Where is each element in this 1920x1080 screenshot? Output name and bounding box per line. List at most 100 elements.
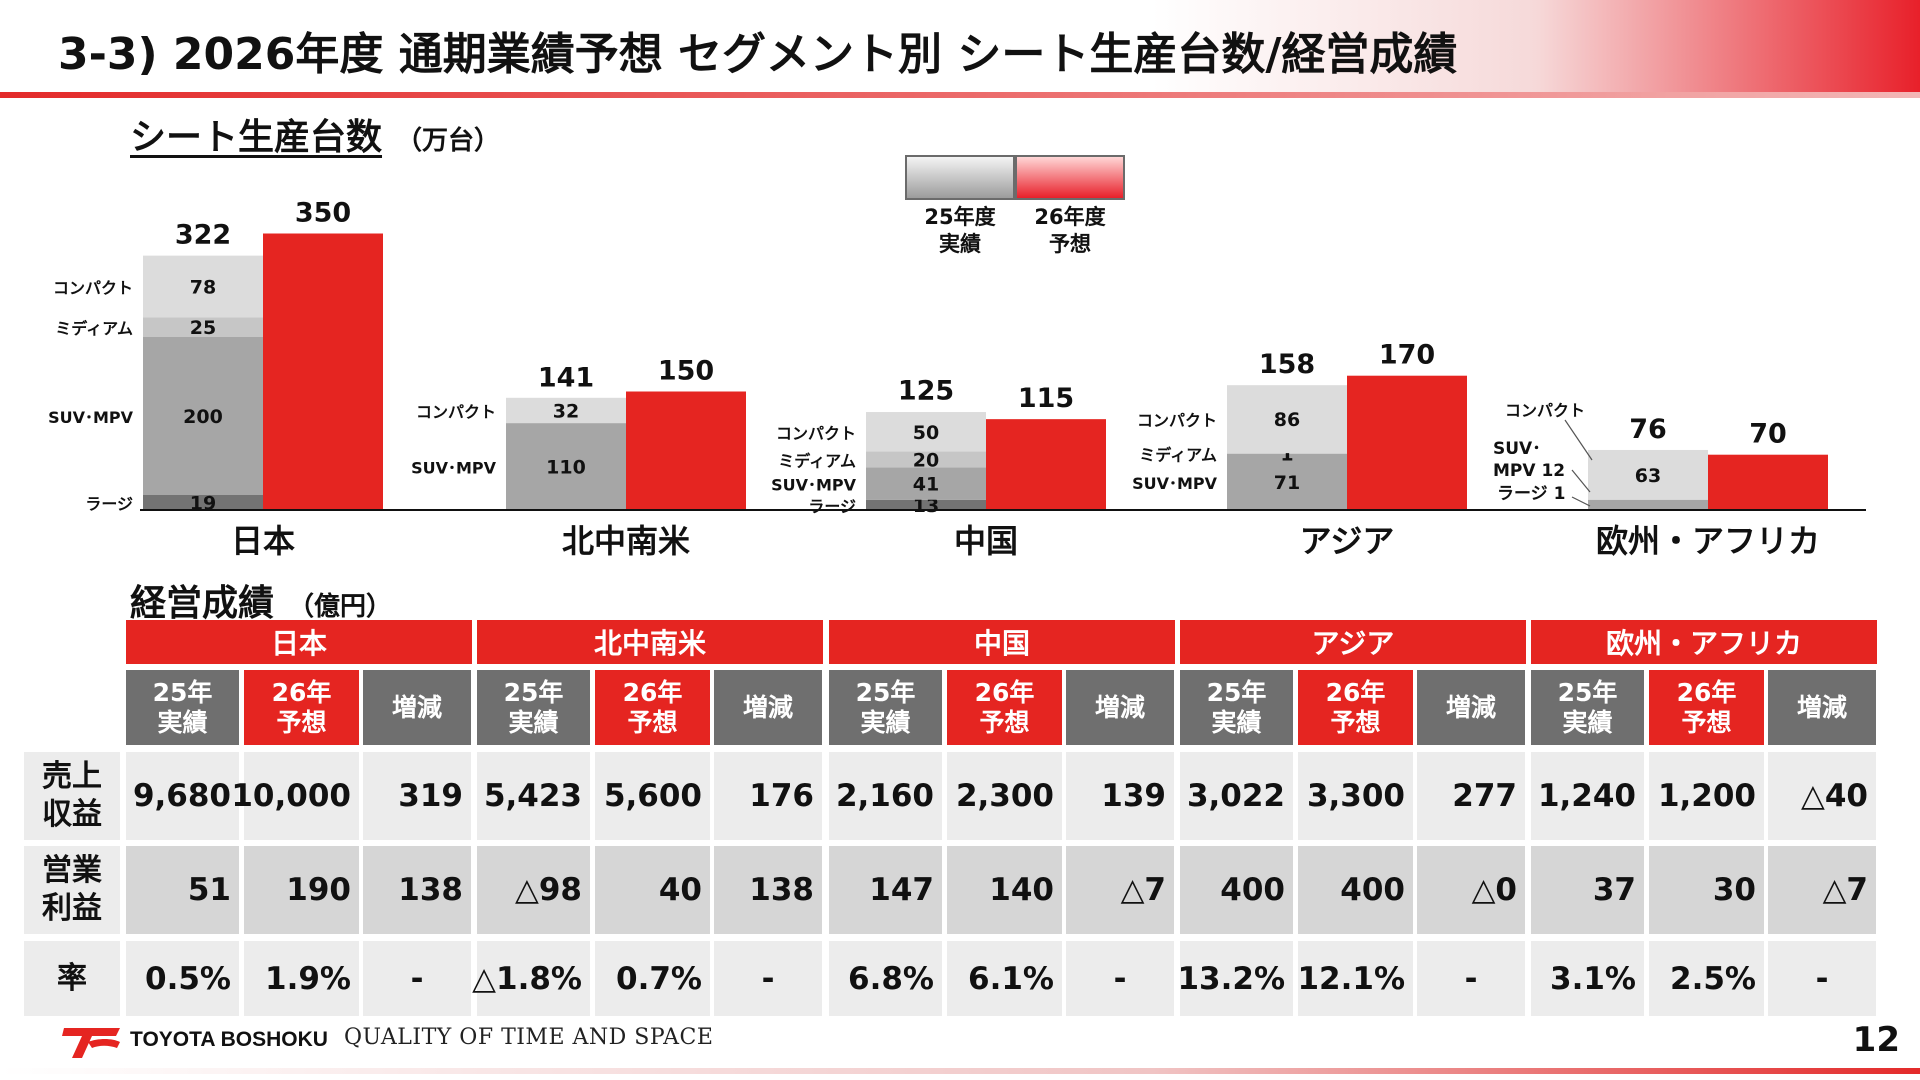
segment-name-label: SUV･ — [1493, 439, 1541, 459]
region-header: 中国 — [829, 620, 1175, 664]
table-cell: 319 — [363, 752, 471, 840]
segment-value-label: 110 — [546, 457, 586, 479]
actual-segment-r2 — [866, 467, 986, 500]
table-cell: - — [1417, 941, 1525, 1016]
actual-segment-r1 — [506, 397, 626, 424]
legend-swatch-actual — [905, 155, 1015, 200]
forecast-bar — [263, 233, 383, 510]
region-header: 欧州・アフリカ — [1531, 620, 1877, 664]
segment-name-label: ミディアム — [1139, 446, 1217, 465]
total-label-forecast: 70 — [1749, 419, 1787, 450]
region-header: 日本 — [126, 620, 472, 664]
units-section-title: シート生産台数 — [130, 117, 383, 158]
segment-value-label: 50 — [913, 422, 939, 444]
legend-label-forecast: 26年度 予想 — [1034, 205, 1106, 256]
actual-segment-r4 — [1588, 449, 1708, 500]
actual-segment-r3 — [1227, 453, 1347, 454]
segment-name-label: SUV･MPV — [48, 408, 134, 427]
brand-tagline: QUALITY OF TIME AND SPACE — [344, 1025, 714, 1050]
table-cell: 12.1% — [1297, 941, 1413, 1016]
table-cell: 277 — [1417, 752, 1525, 840]
total-label-actual: 125 — [898, 375, 954, 406]
segment-name-label: コンパクト — [776, 424, 856, 443]
region-header: アジア — [1180, 620, 1526, 664]
table-cell: △98 — [477, 846, 590, 934]
row-label: 営業 利益 — [24, 846, 120, 934]
brand-name: TOYOTA BOSHOKU — [130, 1028, 328, 1051]
segment-name-label: SUV･MPV — [1132, 474, 1218, 493]
segment-name-label: ミディアム — [55, 319, 133, 338]
table-cell: 40 — [595, 846, 710, 934]
segment-name-label: SUV･MPV — [411, 459, 497, 478]
actual-segment-r0 — [143, 255, 263, 318]
table-cell: 3,022 — [1180, 752, 1293, 840]
segment-value-label: 13 — [913, 495, 939, 517]
table-cell: 0.5% — [126, 941, 239, 1016]
table-cell: 2,160 — [829, 752, 942, 840]
table-cell: △0 — [1417, 846, 1525, 934]
legend-swatch-forecast — [1015, 155, 1125, 200]
table-cell: 3.1% — [1531, 941, 1644, 1016]
segment-value-label: 71 — [1274, 472, 1300, 494]
table-cell: 400 — [1298, 846, 1413, 934]
sub-header: 25年 実績 — [1531, 670, 1644, 745]
table-cell: △1.8% — [472, 941, 590, 1016]
table-cell: 37 — [1531, 846, 1644, 934]
total-label-forecast: 150 — [658, 356, 714, 387]
total-label-actual: 322 — [175, 220, 231, 251]
category-label: 欧州・アフリカ — [1596, 522, 1820, 560]
table-cell: 5,423 — [477, 752, 590, 840]
forecast-bar — [626, 391, 746, 510]
category-label: 日本 — [231, 522, 295, 560]
sub-header: 25年 実績 — [126, 670, 239, 745]
table-cell: 13.2% — [1177, 941, 1293, 1016]
table-cell: - — [1768, 941, 1876, 1016]
row-label: 率 — [24, 941, 120, 1016]
segment-name-label: SUV･MPV — [771, 476, 857, 495]
finance-section-unit: （億円） — [288, 592, 393, 622]
segment-name-label: ラージ — [85, 494, 133, 513]
segment-name-label: コンパクト — [1137, 411, 1217, 430]
legend-label-actual: 25年度 実績 — [924, 205, 996, 256]
sub-header: 増減 — [714, 670, 822, 745]
table-cell: 9,680 — [126, 752, 239, 840]
actual-segment-r0 — [143, 494, 263, 510]
segment-name-label: コンパクト — [53, 278, 133, 297]
actual-segment-r1 — [506, 423, 626, 510]
table-cell: 138 — [714, 846, 822, 934]
segment-value-label: 63 — [1635, 465, 1661, 487]
segment-name-label: コンパクト — [416, 402, 496, 421]
table-cell: 1,240 — [1531, 752, 1644, 840]
table-cell: 1,200 — [1649, 752, 1764, 840]
table-cell: △7 — [1066, 846, 1174, 934]
page-number: 12 — [1852, 1020, 1900, 1060]
category-label: 中国 — [954, 522, 1018, 560]
sub-header: 26年 予想 — [1298, 670, 1413, 745]
forecast-bar — [1347, 375, 1467, 510]
table-cell: 10,000 — [231, 752, 359, 840]
segment-value-label: 41 — [913, 474, 939, 496]
segment-value-label: 25 — [190, 317, 216, 339]
table-cell: 1.9% — [244, 941, 359, 1016]
table-cell: 3,300 — [1298, 752, 1413, 840]
actual-segment-r3 — [1227, 385, 1347, 454]
segment-name-label: ミディアム — [778, 451, 856, 470]
table-cell: 0.7% — [595, 941, 710, 1016]
forecast-bar — [1708, 454, 1828, 510]
finance-section-heading: 経営成績 （億円） — [130, 574, 392, 626]
segment-value-label: 78 — [190, 276, 216, 298]
leader-line — [1564, 419, 1593, 461]
table-cell: - — [363, 941, 471, 1016]
table-cell: - — [1066, 941, 1174, 1016]
total-label-actual: 158 — [1259, 349, 1315, 380]
table-cell: - — [714, 941, 822, 1016]
row-label: 売上 収益 — [24, 752, 120, 840]
leader-line — [1571, 496, 1591, 507]
sub-header: 26年 予想 — [1649, 670, 1764, 745]
actual-segment-r3 — [1227, 453, 1347, 510]
table-cell: 176 — [714, 752, 822, 840]
sub-header: 25年 実績 — [477, 670, 590, 745]
sub-header: 増減 — [1768, 670, 1876, 745]
table-cell: △7 — [1768, 846, 1876, 934]
table-cell: 138 — [363, 846, 471, 934]
